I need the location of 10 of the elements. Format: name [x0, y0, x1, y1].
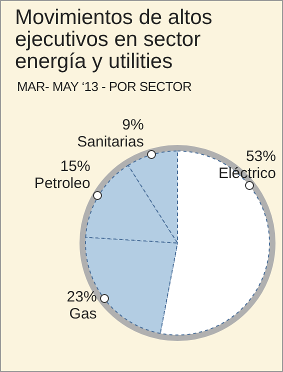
chart-subtitle: MAR- MAY ‘13 - POR SECTOR [16, 78, 193, 94]
chart-title: Movimientos de altos ejecutivos en sector energía y utilities [14, 5, 214, 73]
data-label: 9% [122, 116, 144, 134]
slice-label: Gas [69, 305, 97, 322]
slice-label: Sanitarias [77, 134, 144, 151]
data-label: 15% [60, 158, 90, 176]
slice-label: Eléctrico [218, 164, 276, 182]
slice-label: Petroleo [34, 175, 90, 192]
data-label: 53% [246, 148, 276, 165]
data-label: 23% [66, 288, 97, 306]
